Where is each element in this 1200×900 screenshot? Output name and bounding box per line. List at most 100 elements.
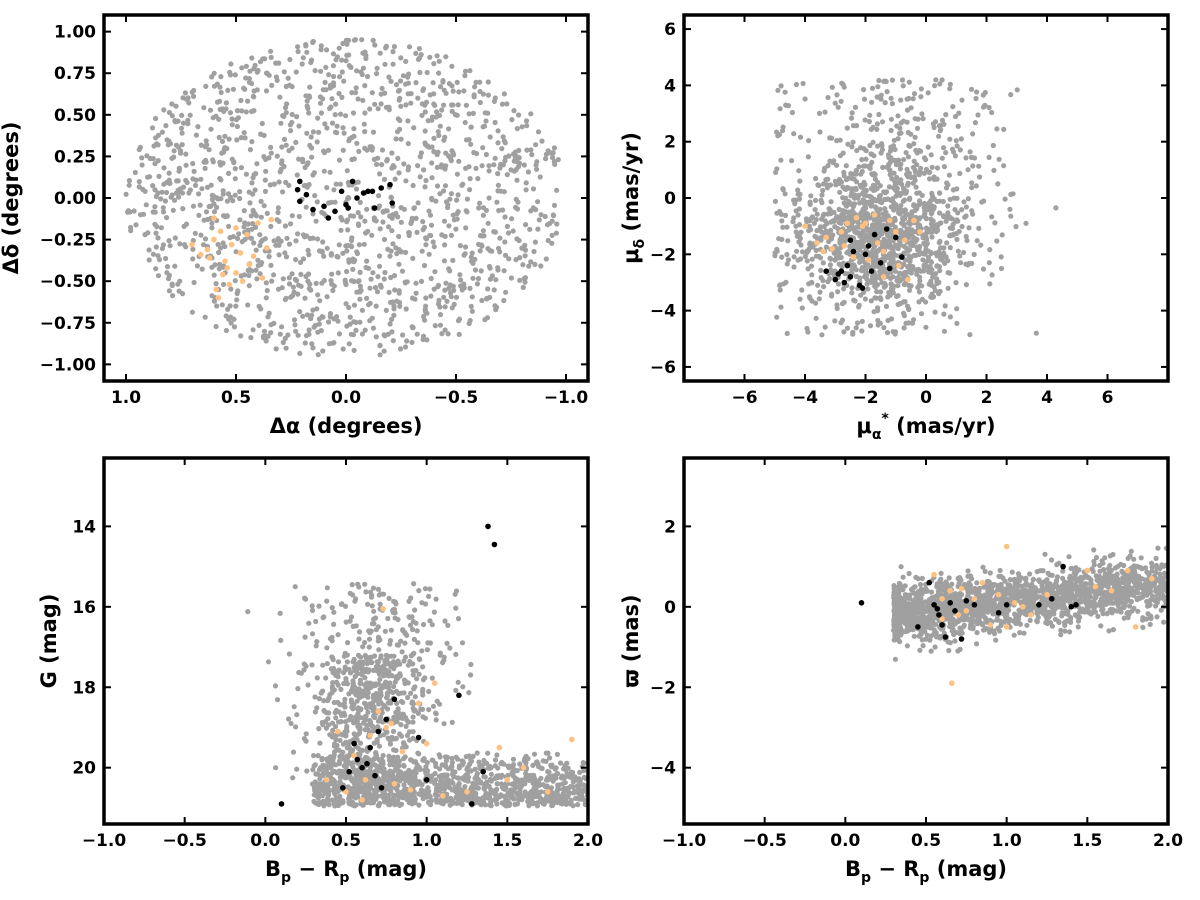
field-star-point [245, 302, 251, 308]
field-star-point [502, 252, 509, 258]
field-star-point [953, 138, 959, 144]
field-star-point [533, 142, 539, 148]
field-star-point [563, 786, 569, 792]
field-star-point [366, 636, 373, 642]
field-star-point [482, 774, 488, 780]
field-star-point [929, 234, 935, 240]
field-star-point [956, 228, 962, 235]
field-star-point [888, 127, 894, 134]
field-star-point [414, 676, 420, 682]
field-star-point [799, 249, 806, 255]
field-star-point [226, 316, 232, 322]
field-star-point [521, 162, 527, 168]
field-star-point [823, 244, 830, 250]
field-star-point [259, 120, 265, 127]
field-star-point [316, 248, 323, 254]
field-star-point [383, 772, 389, 779]
field-star-point [378, 653, 384, 659]
field-star-point [309, 662, 315, 668]
field-star-point [229, 116, 235, 122]
field-star-point [862, 117, 868, 123]
field-star-point [378, 668, 384, 674]
field-star-point [494, 781, 500, 787]
field-star-point [434, 183, 441, 189]
field-star-point [874, 217, 880, 224]
field-star-point [869, 171, 875, 177]
field-star-point [883, 254, 889, 260]
field-star-point [274, 77, 280, 83]
field-star-point [456, 316, 463, 322]
field-star-point [812, 207, 818, 213]
field-star-point [367, 630, 373, 636]
field-star-point [286, 182, 292, 188]
field-star-point [357, 269, 363, 275]
orange-member-point [820, 248, 826, 255]
field-star-point [280, 189, 286, 195]
field-star-point [456, 331, 462, 337]
field-star-point [328, 252, 334, 258]
field-star-point [380, 219, 386, 225]
field-star-point [980, 266, 987, 272]
field-star-point [405, 118, 411, 124]
field-star-point [973, 183, 979, 189]
field-star-point [322, 79, 328, 85]
field-star-point [180, 206, 186, 212]
field-star-point [895, 283, 901, 289]
field-star-point [302, 164, 308, 171]
field-star-point [880, 164, 886, 170]
field-star-point [804, 219, 810, 225]
field-star-point [961, 199, 967, 205]
field-star-point [870, 186, 876, 192]
field-star-point [429, 757, 435, 763]
field-star-point [524, 147, 530, 153]
field-star-point [316, 603, 322, 609]
field-star-point [800, 80, 806, 87]
field-star-point [320, 96, 326, 102]
field-star-point [458, 277, 464, 283]
field-star-point [903, 188, 910, 194]
field-star-point [346, 304, 352, 311]
field-star-point [133, 222, 139, 228]
field-star-point [343, 58, 349, 64]
field-star-point [442, 287, 448, 293]
field-star-point [190, 256, 196, 262]
field-star-point [316, 321, 322, 327]
field-star-point [373, 750, 379, 756]
field-star-point [239, 108, 245, 114]
field-star-point [237, 189, 243, 195]
field-star-point [289, 145, 295, 151]
field-star-point [152, 161, 158, 167]
field-star-point [320, 772, 326, 779]
field-star-point [854, 179, 860, 185]
field-star-point [291, 317, 298, 323]
field-star-point [217, 84, 223, 90]
field-star-point [538, 789, 544, 795]
field-star-point [886, 184, 893, 190]
field-star-point [411, 205, 417, 211]
field-star-point [501, 268, 507, 274]
field-star-point [480, 212, 486, 218]
field-star-point [192, 182, 199, 188]
field-star-point [278, 637, 284, 644]
y-tick-label: −6 [650, 358, 676, 378]
field-star-point [249, 139, 255, 145]
field-star-point [410, 729, 416, 735]
field-star-point [367, 701, 373, 707]
field-star-point [524, 123, 530, 129]
field-star-point [841, 173, 847, 179]
field-star-point [926, 169, 932, 176]
field-star-point [555, 782, 561, 788]
field-star-point [807, 201, 813, 207]
field-star-point [236, 231, 242, 237]
field-star-point [864, 270, 870, 277]
field-star-point [1013, 224, 1019, 230]
field-star-point [404, 338, 410, 344]
field-star-point [847, 224, 853, 230]
field-star-point [153, 193, 159, 200]
field-star-point [316, 129, 322, 135]
field-star-point [528, 111, 534, 117]
field-star-point [990, 142, 996, 149]
field-star-point [257, 232, 263, 238]
field-star-point [462, 244, 469, 250]
field-star-point [463, 102, 469, 108]
